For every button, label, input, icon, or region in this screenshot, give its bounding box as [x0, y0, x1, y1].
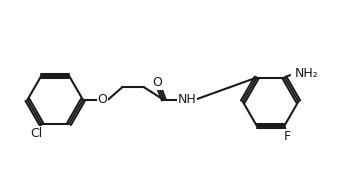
Text: O: O [98, 93, 108, 106]
Text: O: O [152, 76, 162, 89]
Text: Cl: Cl [30, 127, 42, 140]
Text: F: F [284, 130, 291, 143]
Text: NH₂: NH₂ [294, 67, 318, 80]
Text: NH: NH [178, 93, 196, 106]
